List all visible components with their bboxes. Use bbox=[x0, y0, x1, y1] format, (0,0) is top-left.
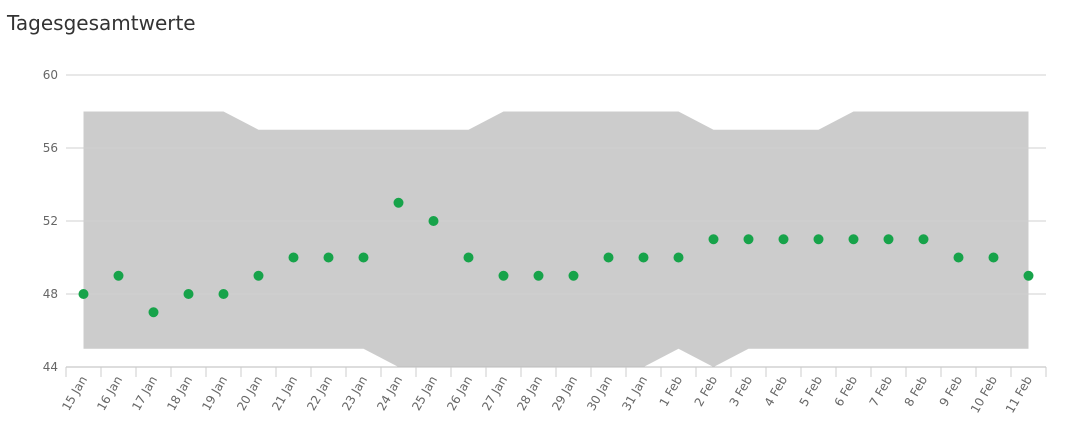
x-tick-label: 20 Jan bbox=[234, 374, 265, 414]
y-tick-label: 44 bbox=[43, 360, 58, 374]
x-tick-label: 31 Jan bbox=[619, 374, 650, 414]
x-tick-label: 17 Jan bbox=[129, 374, 160, 414]
x-tick-label: 8 Feb bbox=[902, 374, 930, 409]
data-point bbox=[78, 289, 89, 299]
y-tick-label: 52 bbox=[43, 214, 58, 228]
data-point bbox=[113, 270, 124, 281]
x-tick-label: 21 Jan bbox=[269, 374, 300, 414]
data-point bbox=[288, 252, 299, 263]
x-tick-label: 29 Jan bbox=[549, 374, 580, 414]
data-point bbox=[988, 252, 999, 263]
x-tick-label: 4 Feb bbox=[762, 374, 790, 409]
data-point bbox=[568, 270, 579, 281]
y-tick-label: 48 bbox=[43, 287, 58, 301]
x-tick-label: 19 Jan bbox=[199, 374, 230, 414]
x-tick-label: 5 Feb bbox=[797, 374, 825, 409]
data-point bbox=[533, 270, 544, 281]
x-tick-label: 22 Jan bbox=[304, 374, 335, 414]
x-tick-label: 27 Jan bbox=[479, 374, 510, 414]
data-point bbox=[638, 252, 649, 263]
x-tick-label: 15 Jan bbox=[59, 374, 90, 414]
x-tick-label: 16 Jan bbox=[94, 374, 125, 414]
y-tick-label: 56 bbox=[43, 141, 58, 155]
x-tick-label: 7 Feb bbox=[867, 374, 895, 409]
data-point bbox=[358, 252, 369, 263]
data-point bbox=[743, 234, 754, 245]
data-point bbox=[778, 234, 789, 245]
x-tick-label: 6 Feb bbox=[832, 374, 860, 409]
x-tick-label: 23 Jan bbox=[339, 374, 370, 414]
data-point bbox=[813, 234, 824, 245]
x-tick-label: 10 Feb bbox=[968, 374, 1000, 416]
x-tick-label: 1 Feb bbox=[657, 374, 685, 409]
data-point bbox=[428, 216, 439, 226]
x-tick-label: 24 Jan bbox=[374, 374, 405, 414]
x-tick-label: 30 Jan bbox=[584, 374, 615, 414]
range-band bbox=[83, 111, 1029, 367]
data-point bbox=[498, 270, 509, 281]
x-tick-label: 28 Jan bbox=[514, 374, 545, 414]
chart-title: Tagesgesamtwerte bbox=[6, 11, 196, 35]
x-tick-label: 2 Feb bbox=[692, 374, 720, 409]
data-point bbox=[1023, 270, 1034, 281]
x-tick-label: 26 Jan bbox=[444, 374, 475, 414]
data-point bbox=[848, 234, 859, 245]
x-tick-label: 9 Feb bbox=[937, 374, 965, 409]
data-point bbox=[323, 252, 334, 263]
data-point bbox=[463, 252, 474, 263]
x-tick-label: 25 Jan bbox=[409, 374, 440, 414]
data-point bbox=[883, 234, 894, 245]
x-tick-label: 3 Feb bbox=[727, 374, 755, 409]
data-point bbox=[218, 289, 229, 299]
y-tick-label: 60 bbox=[43, 68, 58, 82]
x-tick-label: 18 Jan bbox=[164, 374, 195, 414]
data-point bbox=[183, 289, 194, 299]
data-point bbox=[148, 307, 159, 318]
data-point bbox=[953, 252, 964, 263]
data-point bbox=[603, 252, 614, 263]
data-point bbox=[918, 234, 929, 245]
data-point bbox=[393, 197, 404, 208]
data-point bbox=[253, 270, 264, 281]
data-point bbox=[708, 234, 719, 245]
x-tick-label: 11 Feb bbox=[1003, 374, 1035, 416]
data-point bbox=[673, 252, 684, 263]
